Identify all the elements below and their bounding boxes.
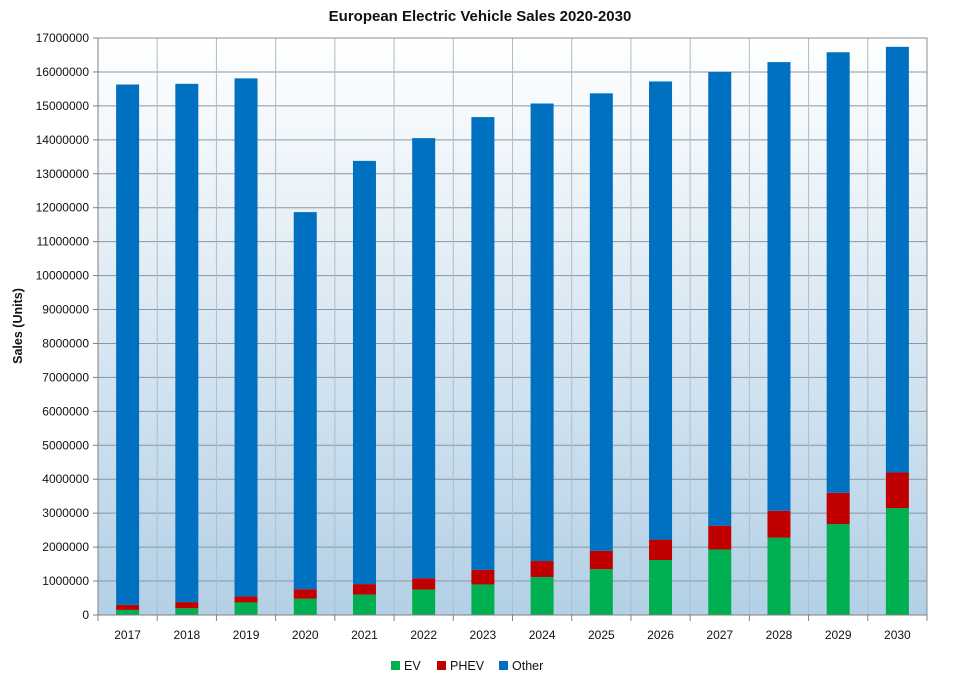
legend-swatch-other bbox=[499, 661, 508, 670]
x-tick-label: 2027 bbox=[706, 628, 733, 642]
y-axis-label: Sales (Units) bbox=[11, 288, 25, 364]
x-tick-label: 2029 bbox=[825, 628, 852, 642]
y-tick-label: 11000000 bbox=[37, 235, 90, 249]
bar-phev-2029 bbox=[826, 492, 850, 525]
bar-other-2019 bbox=[234, 78, 258, 597]
bar-other-2023 bbox=[471, 117, 495, 570]
y-tick-label: 7000000 bbox=[42, 370, 89, 384]
bar-other-2030 bbox=[885, 46, 909, 473]
y-tick-label: 1000000 bbox=[42, 574, 89, 588]
x-tick-label: 2019 bbox=[233, 628, 260, 642]
bar-phev-2018 bbox=[175, 602, 199, 609]
legend-label-phev: PHEV bbox=[450, 659, 485, 673]
bar-other-2017 bbox=[116, 84, 140, 605]
bar-ev-2027 bbox=[708, 549, 732, 615]
bar-ev-2020 bbox=[293, 598, 317, 615]
bar-phev-2027 bbox=[708, 525, 732, 550]
bar-phev-2017 bbox=[116, 604, 140, 610]
bar-phev-2019 bbox=[234, 596, 258, 603]
y-tick-label: 3000000 bbox=[42, 506, 89, 520]
bar-ev-2025 bbox=[589, 569, 613, 615]
x-tick-label: 2030 bbox=[884, 628, 911, 642]
y-tick-label: 4000000 bbox=[42, 472, 89, 486]
x-tick-label: 2028 bbox=[766, 628, 793, 642]
y-tick-label: 13000000 bbox=[36, 167, 90, 181]
y-tick-label: 10000000 bbox=[36, 269, 90, 283]
bar-other-2022 bbox=[412, 138, 436, 579]
y-tick-label: 2000000 bbox=[42, 540, 89, 554]
y-tick-label: 5000000 bbox=[42, 438, 89, 452]
bar-phev-2028 bbox=[767, 510, 791, 538]
bar-ev-2024 bbox=[530, 576, 554, 615]
bar-other-2025 bbox=[589, 93, 613, 551]
bar-ev-2017 bbox=[116, 609, 140, 615]
legend: EV PHEV Other bbox=[391, 659, 543, 673]
bar-other-2029 bbox=[826, 52, 850, 493]
y-tick-label: 17000000 bbox=[36, 31, 90, 45]
bar-phev-2020 bbox=[293, 589, 317, 599]
legend-swatch-ev bbox=[391, 661, 400, 670]
bar-phev-2030 bbox=[885, 472, 909, 509]
y-tick-label: 16000000 bbox=[36, 65, 90, 79]
x-tick-label: 2025 bbox=[588, 628, 615, 642]
bar-other-2024 bbox=[530, 103, 554, 562]
bar-ev-2030 bbox=[885, 508, 909, 615]
bar-other-2026 bbox=[649, 81, 673, 540]
x-tick-label: 2021 bbox=[351, 628, 378, 642]
bar-ev-2023 bbox=[471, 584, 495, 615]
bar-phev-2022 bbox=[412, 578, 436, 590]
x-tick-label: 2023 bbox=[470, 628, 497, 642]
x-tick-label: 2018 bbox=[173, 628, 200, 642]
x-tick-label: 2024 bbox=[529, 628, 556, 642]
bar-ev-2018 bbox=[175, 608, 199, 615]
y-tick-label: 14000000 bbox=[36, 133, 90, 147]
bar-other-2028 bbox=[767, 62, 791, 511]
legend-swatch-phev bbox=[437, 661, 446, 670]
bar-ev-2029 bbox=[826, 524, 850, 615]
x-tick-label: 2022 bbox=[410, 628, 437, 642]
bar-ev-2021 bbox=[352, 594, 376, 615]
bar-other-2020 bbox=[293, 212, 317, 590]
legend-label-other: Other bbox=[512, 659, 543, 673]
bar-ev-2026 bbox=[649, 560, 673, 615]
bar-phev-2023 bbox=[471, 569, 495, 585]
y-tick-label: 15000000 bbox=[36, 99, 90, 113]
axis-layer: 0 1000000 2000000 3000000 4000000 5000000 6000… bbox=[36, 31, 928, 642]
y-tick-label: 0 bbox=[82, 608, 89, 622]
bar-ev-2022 bbox=[412, 589, 436, 615]
x-tick-label: 2020 bbox=[292, 628, 319, 642]
y-tick-label: 12000000 bbox=[36, 201, 90, 215]
x-tick-label: 2026 bbox=[647, 628, 674, 642]
bars-layer bbox=[116, 46, 909, 615]
bar-ev-2028 bbox=[767, 537, 791, 615]
bar-ev-2019 bbox=[234, 602, 258, 615]
legend-label-ev: EV bbox=[404, 659, 421, 673]
y-tick-label: 9000000 bbox=[42, 303, 89, 317]
x-tick-label: 2017 bbox=[114, 628, 141, 642]
y-tick-label: 8000000 bbox=[42, 336, 89, 350]
bar-other-2018 bbox=[175, 83, 199, 603]
bar-phev-2024 bbox=[530, 561, 554, 577]
bar-other-2027 bbox=[708, 71, 732, 526]
bar-phev-2025 bbox=[589, 550, 613, 570]
bar-phev-2021 bbox=[352, 584, 376, 595]
bar-other-2021 bbox=[352, 160, 376, 585]
chart-title: European Electric Vehicle Sales 2020-203… bbox=[329, 8, 632, 25]
bar-phev-2026 bbox=[649, 539, 673, 561]
y-tick-label: 6000000 bbox=[42, 404, 89, 418]
